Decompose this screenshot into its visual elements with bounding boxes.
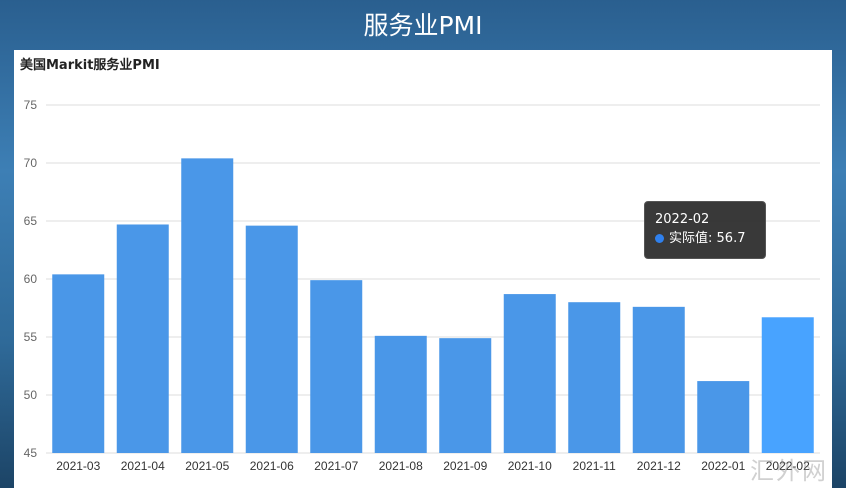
chart-panel: 美国Markit服务业PMI 75 70 65 60 55 50 45 2021-03 2021…	[14, 50, 832, 488]
y-tick-label: 50	[24, 388, 38, 402]
x-tick-label: 2021-05	[185, 459, 229, 473]
bar[interactable]	[439, 338, 492, 453]
bar[interactable]	[52, 274, 105, 453]
x-tick-label: 2021-11	[573, 459, 616, 473]
x-tick-label: 2021-10	[508, 459, 552, 473]
x-tick-label: 2021-12	[637, 459, 681, 473]
bar-chart: 75 70 65 60 55 50 45 2021-03 2021-04 2021-05 2021-…	[24, 98, 820, 473]
x-tick-label: 2021-07	[314, 459, 358, 473]
bar[interactable]	[116, 224, 169, 453]
x-tick-label: 2021-03	[56, 459, 100, 473]
chart-title: 美国Markit服务业PMI	[20, 58, 160, 73]
series-dot-icon	[655, 234, 664, 243]
y-tick-label: 65	[24, 214, 38, 228]
y-tick-label: 70	[24, 156, 38, 170]
bar[interactable]	[761, 317, 814, 453]
x-tick-label: 2021-09	[443, 459, 487, 473]
tooltip-value: 56.7	[716, 231, 746, 246]
x-tick-label: 2022-01	[701, 459, 745, 473]
tooltip-category: 2022-02	[655, 212, 710, 227]
y-tick-label: 55	[24, 330, 38, 344]
bar[interactable]	[568, 302, 621, 453]
bar[interactable]	[503, 294, 556, 453]
site-watermark: 汇外网	[750, 457, 828, 485]
bar[interactable]	[697, 381, 750, 453]
bar[interactable]	[181, 158, 234, 454]
y-tick-label: 60	[24, 272, 38, 286]
bar[interactable]	[310, 280, 363, 453]
y-tick-label: 75	[24, 98, 38, 112]
x-tick-label: 2022-02	[766, 459, 810, 473]
tooltip-row: 实际值: 56.7	[655, 227, 755, 246]
bar[interactable]	[632, 306, 685, 453]
x-tick-label: 2021-04	[121, 459, 165, 473]
chart-tooltip: 2022-02 实际值: 56.7	[644, 201, 766, 259]
tooltip-series: 实际值	[669, 231, 709, 246]
y-tick-label: 45	[24, 446, 38, 460]
x-tick-label: 2021-06	[250, 459, 294, 473]
bar[interactable]	[374, 335, 427, 453]
x-tick-label: 2021-08	[379, 459, 423, 473]
bar[interactable]	[245, 225, 298, 453]
page-title: 服务业PMI	[363, 11, 483, 40]
